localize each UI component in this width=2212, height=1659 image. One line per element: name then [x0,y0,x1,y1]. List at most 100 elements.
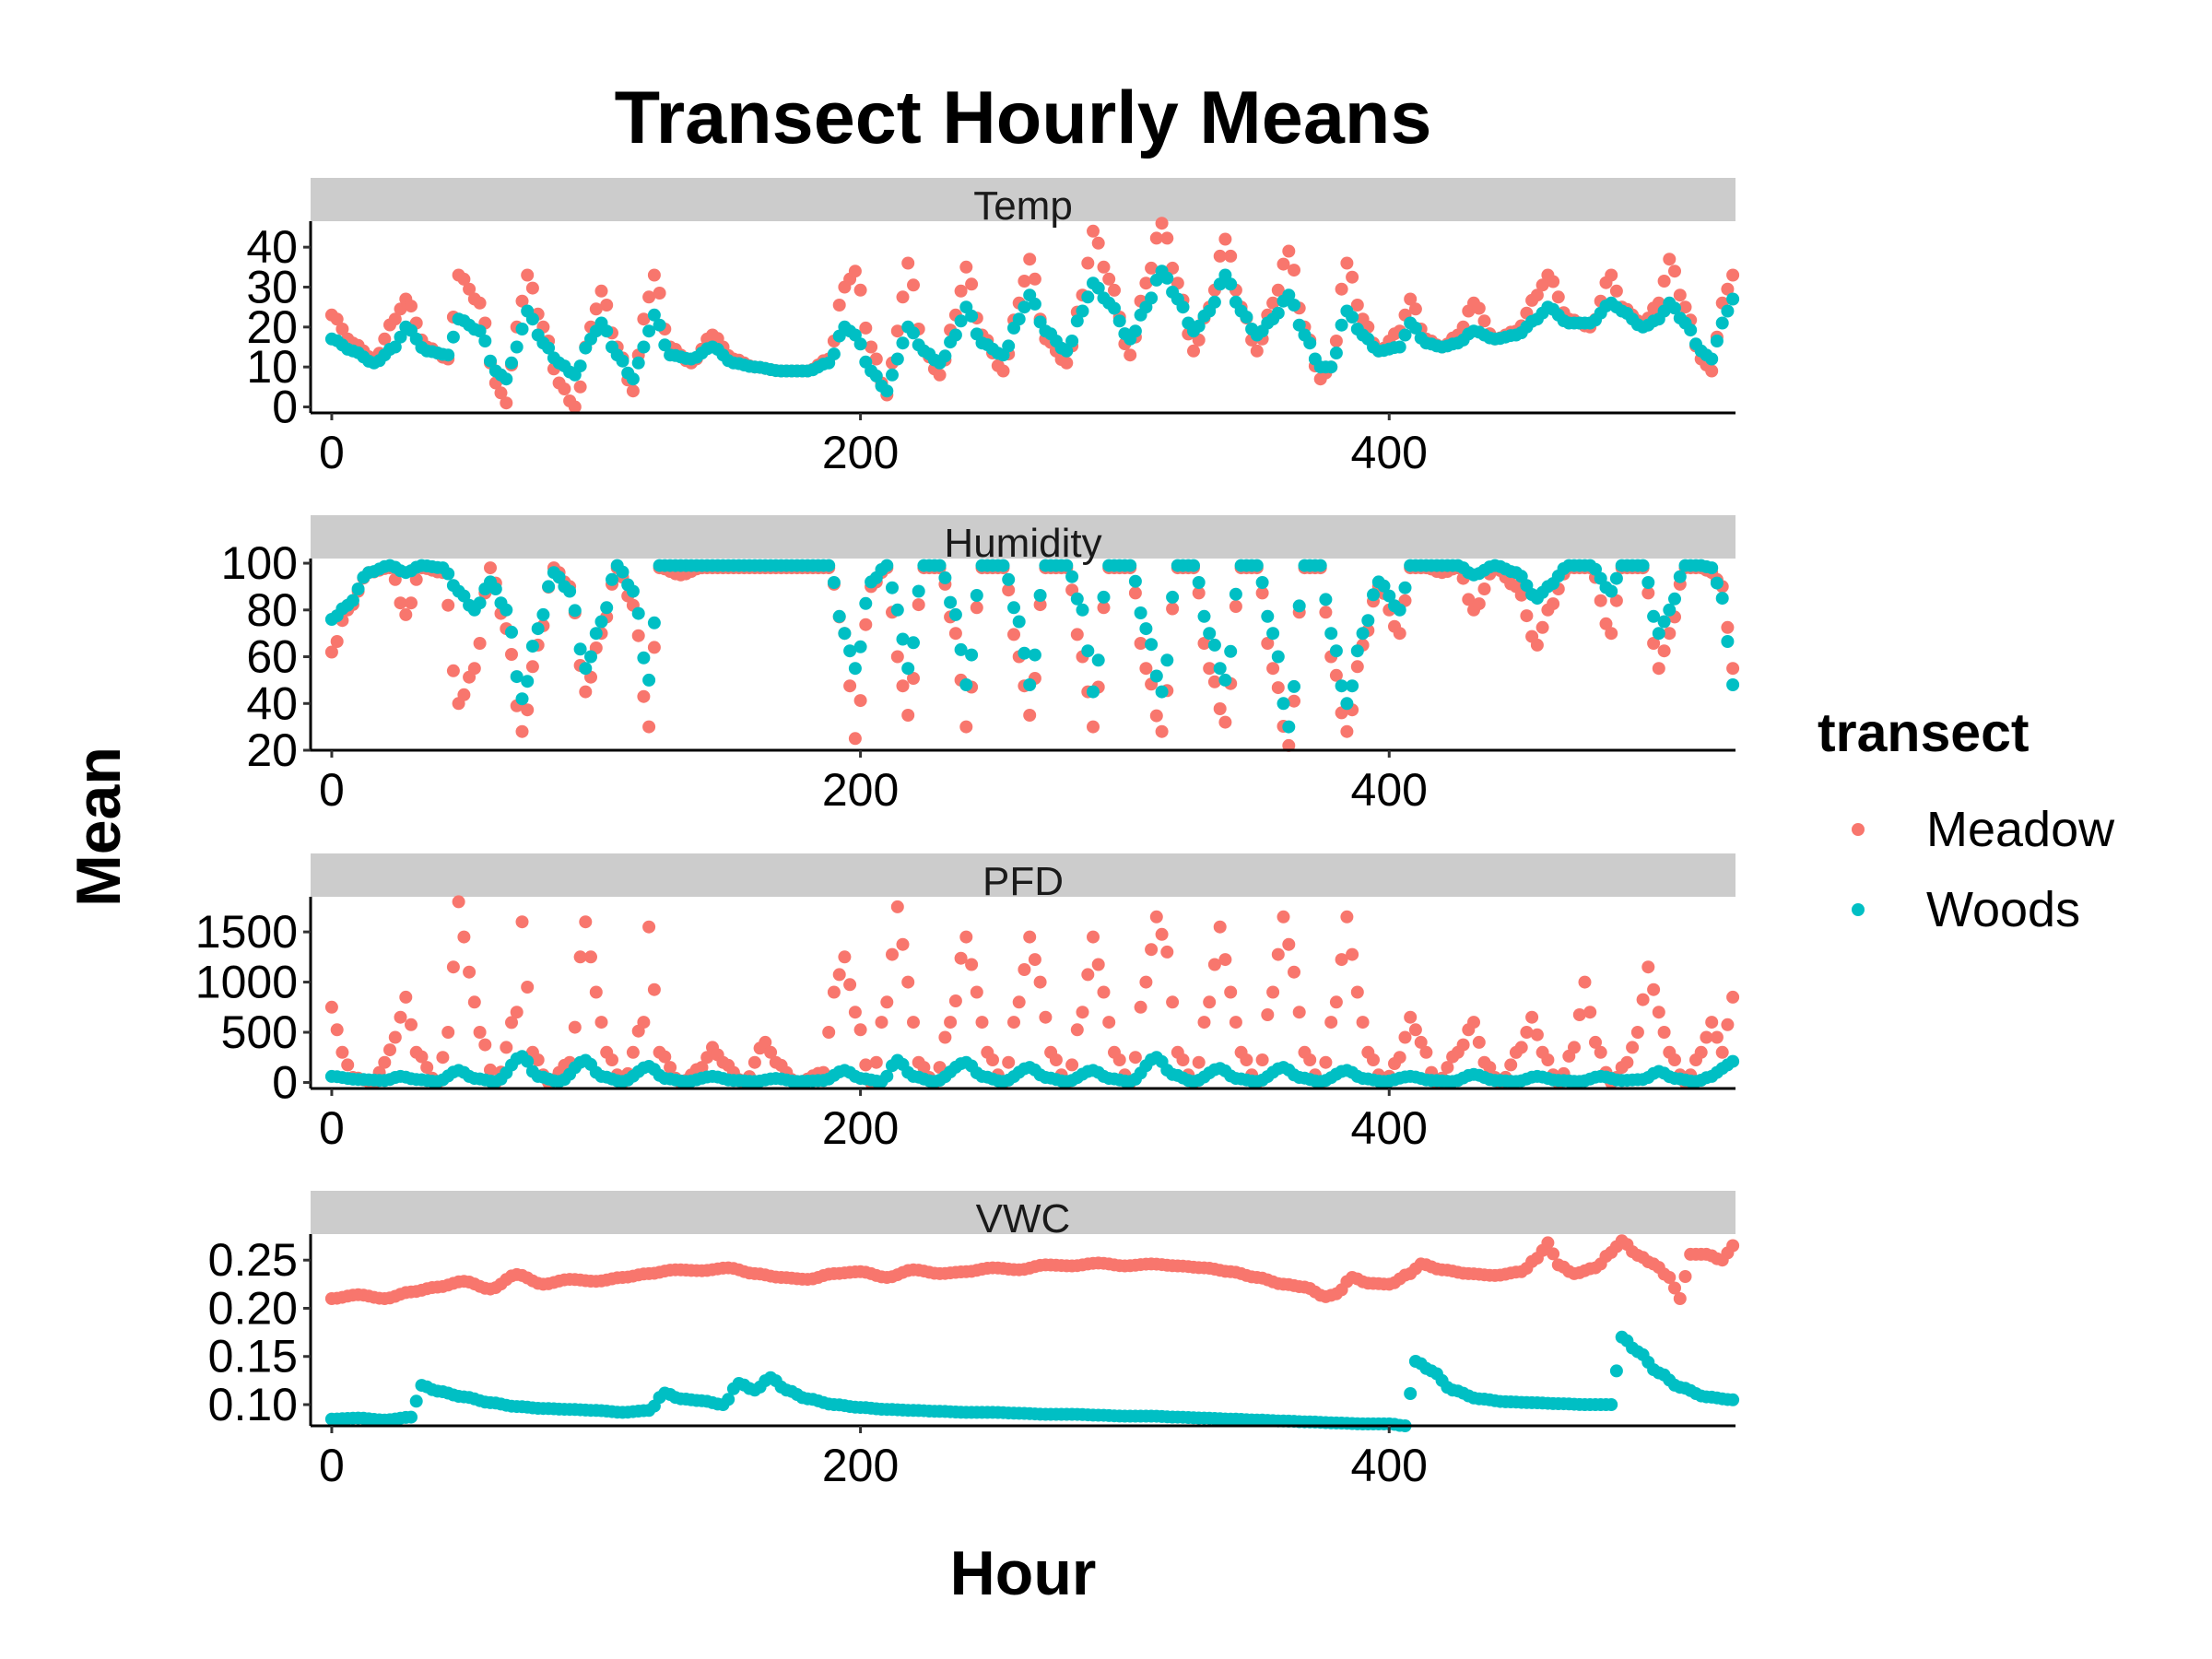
point-woods-humidity [954,642,968,656]
point-meadow-temp [1250,344,1264,358]
point-woods-humidity [515,692,529,706]
point-meadow-pfd [1324,1016,1338,1030]
point-meadow-pfd [901,975,915,989]
point-woods-temp [631,356,645,370]
point-woods-humidity [1652,627,1665,641]
x-tick-label-temp: 0 [319,427,345,478]
point-meadow-pfd [579,915,593,929]
point-meadow-temp [1091,236,1105,250]
point-meadow-pfd [1203,995,1217,1009]
point-meadow-pfd [1292,1006,1306,1019]
point-meadow-humidity [1520,609,1534,623]
point-meadow-pfd [1504,1058,1518,1072]
point-woods-humidity [1060,559,1074,572]
point-meadow-pfd [1033,975,1047,989]
point-meadow-temp [1124,348,1137,362]
point-meadow-pfd [330,1023,344,1037]
point-meadow-humidity [1288,694,1300,708]
y-tick-label-vwc: 0.25 [208,1234,298,1286]
point-woods-temp [1282,288,1296,302]
point-meadow-pfd [531,1053,545,1066]
point-meadow-pfd [1145,943,1159,957]
point-woods-vwc [722,1393,735,1406]
x-tick-label-pfd: 0 [319,1102,345,1154]
point-meadow-temp [642,290,656,304]
point-meadow-temp [1678,300,1692,314]
point-woods-humidity [1091,653,1105,667]
point-woods-humidity [1261,609,1275,623]
x-tick-label-humidity: 400 [1351,764,1428,816]
point-meadow-humidity [637,689,651,703]
point-woods-vwc [1605,1398,1618,1411]
point-meadow-pfd [1139,975,1153,989]
facet-strip-label-vwc: VWC [976,1196,1071,1241]
point-meadow-temp [996,364,1010,378]
point-meadow-pfd [642,920,656,934]
point-meadow-pfd [747,1055,761,1069]
point-meadow-vwc [1541,1236,1555,1250]
point-meadow-temp [1530,288,1544,302]
point-meadow-temp [1271,283,1285,297]
point-meadow-temp [1081,256,1095,270]
point-meadow-temp [1108,283,1121,297]
point-woods-humidity [959,678,973,691]
point-meadow-temp [1018,275,1031,288]
point-meadow-pfd [1282,937,1296,951]
point-meadow-pfd [388,1030,402,1044]
point-meadow-temp [890,324,904,338]
point-woods-humidity [1255,576,1269,589]
point-meadow-pfd [1404,1010,1418,1024]
point-meadow-humidity [1203,662,1217,676]
point-woods-humidity [1715,592,1729,606]
point-meadow-pfd [1541,1053,1555,1066]
point-meadow-pfd [959,930,973,944]
point-meadow-humidity [1462,593,1476,606]
point-meadow-humidity [1266,662,1280,676]
point-meadow-pfd [463,965,477,979]
point-woods-humidity [1124,559,1137,572]
point-meadow-pfd [467,995,481,1009]
point-woods-humidity [1250,559,1264,572]
point-woods-humidity [616,565,629,579]
point-woods-humidity [1128,574,1142,588]
point-meadow-humidity [1207,675,1221,688]
facet-strip-label-pfd: PFD [982,859,1064,904]
point-woods-humidity [1356,627,1370,641]
point-meadow-temp [1535,278,1549,292]
y-tick-label-temp: 0 [272,382,298,433]
point-woods-temp [907,326,920,340]
point-meadow-humidity [330,635,344,648]
point-meadow-pfd [890,900,904,913]
y-tick-label-temp: 20 [246,301,298,353]
point-meadow-pfd [1626,1041,1640,1054]
point-woods-temp [515,323,529,335]
point-woods-humidity [1224,644,1238,658]
point-meadow-pfd [1589,1035,1602,1049]
point-meadow-pfd [1578,975,1592,989]
y-axis-title: Mean [64,747,134,907]
point-woods-temp [1271,306,1285,320]
point-meadow-pfd [1414,1035,1428,1049]
point-woods-vwc [1609,1364,1623,1378]
point-woods-temp [1012,312,1026,326]
point-meadow-pfd [1636,993,1650,1006]
point-meadow-pfd [1102,1016,1116,1030]
point-woods-temp [1303,336,1317,350]
point-meadow-humidity [457,688,471,701]
point-meadow-pfd [383,1043,396,1057]
point-meadow-humidity [1002,583,1016,597]
point-meadow-pfd [1277,910,1290,924]
point-woods-temp [1324,360,1338,374]
point-meadow-temp [637,312,651,326]
facet-strip-pfd [311,853,1735,897]
point-woods-temp [1721,304,1735,318]
y-tick-label-pfd: 1500 [195,906,298,958]
point-woods-humidity [1012,615,1026,629]
point-woods-humidity [1609,571,1623,585]
point-meadow-pfd [436,1051,450,1065]
point-woods-humidity [1377,579,1391,593]
point-woods-temp [1398,328,1412,342]
point-woods-humidity [1218,673,1232,687]
point-meadow-temp [1335,282,1348,296]
